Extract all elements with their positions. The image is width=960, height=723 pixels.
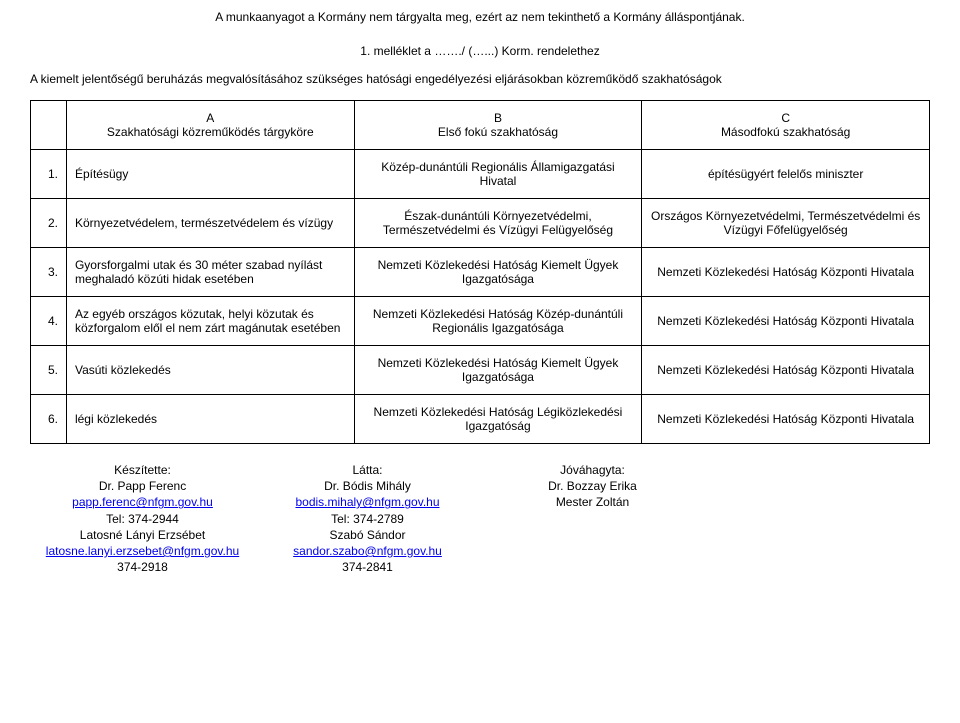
footer-name: Dr. Bozzay Erika [480, 478, 705, 494]
row-number: 6. [31, 395, 67, 444]
footer-col-prepared: Készítette: Dr. Papp Ferenc papp.ferenc@… [30, 462, 255, 575]
page: A munkaanyagot a Kormány nem tárgyalta m… [0, 0, 960, 595]
header-a: A Szakhatósági közreműködés tárgyköre [66, 101, 354, 150]
footer-tel: Tel: 374-2944 [30, 511, 255, 527]
footer-email-link[interactable]: papp.ferenc@nfgm.gov.hu [72, 495, 213, 509]
cell-c: Nemzeti Közlekedési Hatóság Központi Hiv… [642, 297, 930, 346]
footer-email-link[interactable]: bodis.mihaly@nfgm.gov.hu [295, 495, 439, 509]
table-row: 5. Vasúti közlekedés Nemzeti Közlekedési… [31, 346, 930, 395]
cell-a: Építésügy [66, 150, 354, 199]
cell-c: építésügyért felelős miniszter [642, 150, 930, 199]
table-row: 3. Gyorsforgalmi utak és 30 méter szabad… [31, 248, 930, 297]
table-header-row: A Szakhatósági közreműködés tárgyköre B … [31, 101, 930, 150]
cell-b: Nemzeti Közlekedési Hatóság Légiközleked… [354, 395, 642, 444]
row-number: 3. [31, 248, 67, 297]
table-row: 6. légi közlekedés Nemzeti Közlekedési H… [31, 395, 930, 444]
cell-b: Nemzeti Közlekedési Hatóság Kiemelt Ügye… [354, 346, 642, 395]
footer-label: Jóváhagyta: [480, 462, 705, 478]
authorities-table: A Szakhatósági közreműködés tárgyköre B … [30, 100, 930, 444]
row-number: 1. [31, 150, 67, 199]
header-c: C Másodfokú szakhatóság [642, 101, 930, 150]
cell-c: Nemzeti Közlekedési Hatóság Központi Hiv… [642, 346, 930, 395]
footer-name: Szabó Sándor [255, 527, 480, 543]
table-row: 4. Az egyéb országos közutak, helyi közu… [31, 297, 930, 346]
footer-col-empty [705, 462, 930, 575]
cell-b: Nemzeti Közlekedési Hatóság Közép-dunánt… [354, 297, 642, 346]
footer-tel: Tel: 374-2789 [255, 511, 480, 527]
header-note: A munkaanyagot a Kormány nem tárgyalta m… [30, 10, 930, 24]
footer: Készítette: Dr. Papp Ferenc papp.ferenc@… [30, 462, 930, 575]
footer-name: Latosné Lányi Erzsébet [30, 527, 255, 543]
attachment-line: 1. melléklet a ……./ (…...) Korm. rendele… [30, 44, 930, 58]
header-b: B Első fokú szakhatóság [354, 101, 642, 150]
footer-tel: 374-2841 [255, 559, 480, 575]
intro-text: A kiemelt jelentőségű beruházás megvalós… [30, 72, 930, 86]
footer-name: Mester Zoltán [480, 494, 705, 510]
cell-c: Nemzeti Közlekedési Hatóság Központi Hiv… [642, 248, 930, 297]
footer-email-link[interactable]: latosne.lanyi.erzsebet@nfgm.gov.hu [46, 544, 239, 558]
cell-c: Országos Környezetvédelmi, Természetvéde… [642, 199, 930, 248]
row-number: 5. [31, 346, 67, 395]
footer-label: Látta: [255, 462, 480, 478]
cell-b: Közép-dunántúli Regionális Államigazgatá… [354, 150, 642, 199]
footer-col-approved: Jóváhagyta: Dr. Bozzay Erika Mester Zolt… [480, 462, 705, 575]
footer-email-link[interactable]: sandor.szabo@nfgm.gov.hu [293, 544, 442, 558]
cell-a: Környezetvédelem, természetvédelem és ví… [66, 199, 354, 248]
footer-tel: 374-2918 [30, 559, 255, 575]
row-number: 4. [31, 297, 67, 346]
row-number: 2. [31, 199, 67, 248]
footer-name: Dr. Papp Ferenc [30, 478, 255, 494]
footer-label: Készítette: [30, 462, 255, 478]
table-row: 2. Környezetvédelem, természetvédelem és… [31, 199, 930, 248]
cell-a: Gyorsforgalmi utak és 30 méter szabad ny… [66, 248, 354, 297]
footer-col-seen: Látta: Dr. Bódis Mihály bodis.mihaly@nfg… [255, 462, 480, 575]
cell-b: Nemzeti Közlekedési Hatóság Kiemelt Ügye… [354, 248, 642, 297]
table-row: 1. Építésügy Közép-dunántúli Regionális … [31, 150, 930, 199]
cell-a: légi közlekedés [66, 395, 354, 444]
header-empty [31, 101, 67, 150]
cell-b: Észak-dunántúli Környezetvédelmi, Termés… [354, 199, 642, 248]
cell-a: Vasúti közlekedés [66, 346, 354, 395]
footer-name: Dr. Bódis Mihály [255, 478, 480, 494]
cell-c: Nemzeti Közlekedési Hatóság Központi Hiv… [642, 395, 930, 444]
cell-a: Az egyéb országos közutak, helyi közutak… [66, 297, 354, 346]
